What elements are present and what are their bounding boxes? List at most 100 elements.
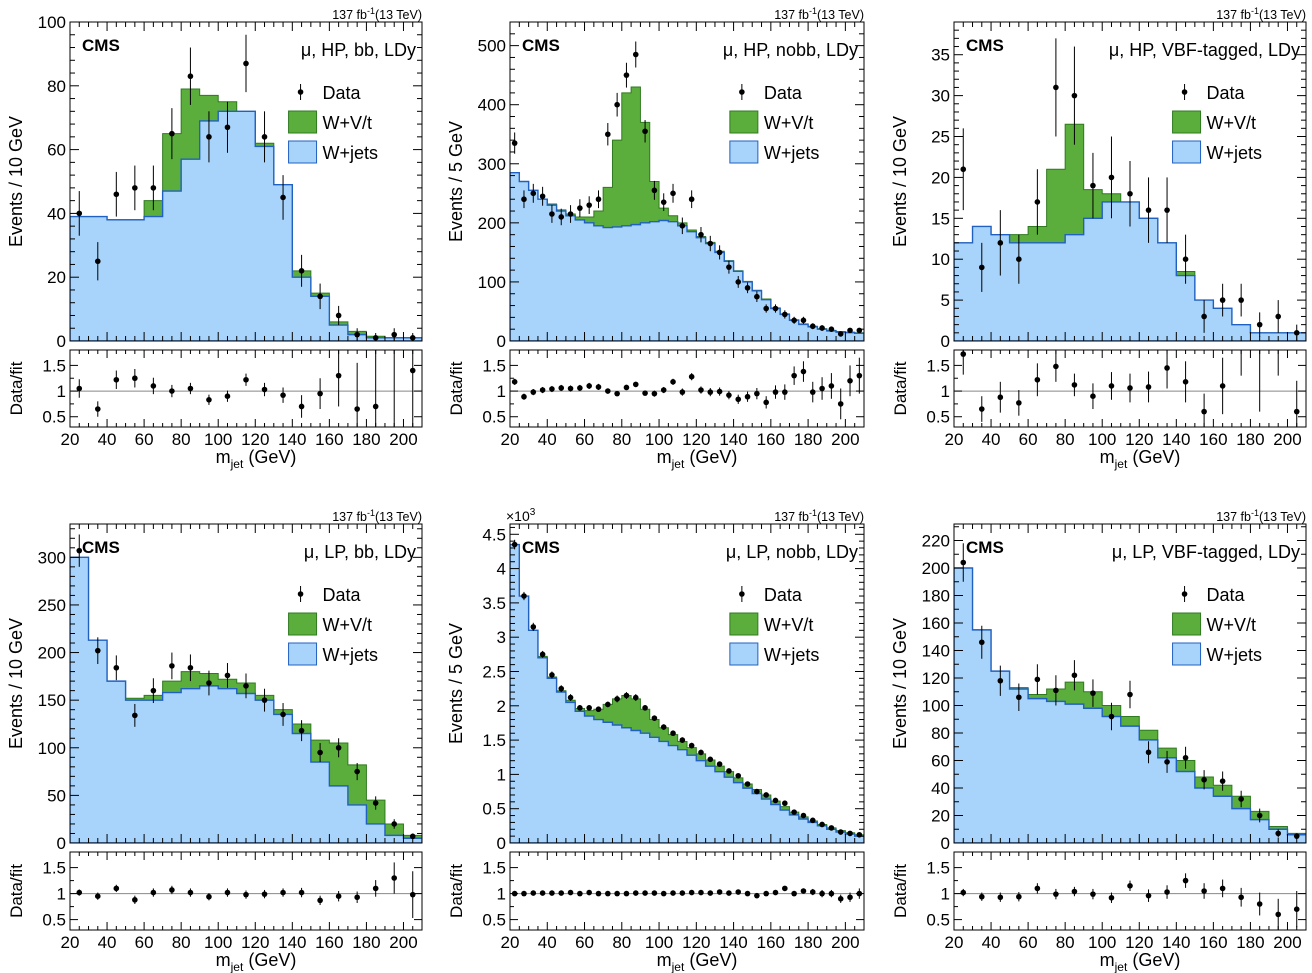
data-point — [511, 140, 518, 146]
x-tick-label: 60 — [575, 430, 594, 449]
ratio-point — [960, 889, 967, 896]
main-plot-area — [510, 539, 864, 843]
x-tick-label: 200 — [831, 933, 859, 952]
ratio-point — [169, 887, 175, 893]
data-point — [660, 724, 667, 730]
legend-wjets-swatch — [1172, 140, 1202, 164]
x-tick-label: 100 — [204, 430, 232, 449]
cms-label: CMS — [966, 538, 1004, 557]
data-point — [549, 672, 555, 678]
data-point — [76, 547, 83, 554]
y-axis-title: Events / 10 GeV — [890, 618, 910, 749]
ratio-y-tick-label: 0.5 — [926, 408, 950, 427]
ratio-point — [632, 381, 639, 388]
data-point — [735, 279, 742, 285]
ratio-point — [1071, 888, 1078, 895]
ratio-point — [856, 372, 863, 379]
legend-wvt-swatch — [1172, 612, 1202, 636]
ratio-point — [1275, 911, 1282, 918]
data-point — [150, 185, 157, 191]
ratio-point — [169, 388, 175, 394]
wjets-stack — [954, 567, 1306, 843]
ratio-y-axis-title: Data/fit — [447, 361, 466, 415]
x-tick-label: 20 — [61, 933, 80, 952]
legend-data-label: Data — [1207, 83, 1246, 103]
y-axis-title: Events / 10 GeV — [6, 618, 26, 749]
ratio-point — [1016, 893, 1022, 900]
ratio-y-tick-label: 0.5 — [482, 911, 506, 930]
ratio-point — [521, 890, 527, 897]
ratio-point — [1219, 383, 1226, 389]
data-point — [113, 664, 120, 671]
data-point — [688, 742, 695, 749]
ratio-point — [960, 351, 967, 357]
ratio-point — [651, 890, 658, 896]
legend-wjets-label: W+jets — [323, 143, 379, 163]
y-tick-label: 0 — [57, 834, 66, 853]
ratio-point — [679, 389, 686, 395]
legend-wvt-swatch — [729, 612, 759, 636]
y-tick-label: 60 — [931, 752, 950, 771]
data-point — [335, 312, 342, 319]
ratio-point — [558, 890, 565, 896]
y-tick-label: 140 — [922, 642, 950, 661]
ratio-y-tick-label: 1.5 — [42, 356, 66, 375]
ratio-point — [651, 390, 658, 397]
y-tick-label: 200 — [38, 644, 66, 663]
cms-label: CMS — [522, 36, 560, 55]
ratio-point — [744, 393, 751, 400]
y-scale-sup: 3 — [530, 507, 536, 518]
data-point — [1034, 676, 1041, 683]
x-tick-label: 40 — [538, 430, 557, 449]
ratio-point — [539, 890, 546, 896]
ratio-point — [754, 390, 760, 397]
data-point — [1071, 672, 1078, 679]
ratio-y-tick-label: 1 — [497, 885, 506, 904]
ratio-point — [726, 392, 732, 398]
data-point — [150, 687, 157, 694]
ratio-point — [623, 890, 630, 897]
x-tick-label: 160 — [1199, 933, 1227, 952]
data-point — [243, 683, 249, 689]
data-point — [1053, 687, 1059, 694]
ratio-point — [605, 890, 611, 897]
ratio-point — [113, 376, 120, 383]
ratio-point — [132, 375, 138, 382]
data-point — [997, 240, 1004, 246]
data-point — [1219, 778, 1226, 784]
data-point — [169, 663, 175, 669]
data-point — [280, 711, 286, 718]
legend-wvt-label: W+V/t — [764, 615, 814, 635]
data-point — [763, 305, 769, 312]
ratio-y-tick-label: 1 — [941, 885, 950, 904]
y-tick-label: 50 — [47, 786, 66, 805]
ratio-point — [1219, 885, 1226, 892]
x-tick-label: 80 — [1056, 933, 1075, 952]
data-point — [243, 60, 249, 67]
ratio-point — [1053, 891, 1059, 897]
data-point — [847, 830, 853, 837]
x-tick-label: 20 — [501, 430, 520, 449]
x-tick-label: 160 — [315, 430, 343, 449]
legend-wvt-swatch — [729, 110, 759, 134]
ratio-point — [539, 387, 546, 393]
data-point — [809, 323, 816, 330]
ratio-point — [113, 885, 120, 892]
x-tick-label: 20 — [945, 430, 964, 449]
ratio-point — [763, 890, 769, 897]
data-point — [1182, 256, 1189, 263]
ratio-point — [298, 403, 305, 410]
y-tick-label: 60 — [47, 141, 66, 160]
channel-label: μ, LP, nobb, LDy — [726, 542, 858, 562]
ratio-point — [1164, 889, 1170, 895]
legend-wjets-label: W+jets — [323, 645, 379, 665]
ratio-point — [1201, 408, 1207, 415]
ratio-point — [735, 396, 742, 403]
x-tick-label: 40 — [538, 933, 557, 952]
y-tick-label: 3 — [497, 628, 506, 647]
legend-wvt-swatch — [1172, 110, 1202, 134]
data-point — [688, 196, 695, 203]
ratio-point — [409, 891, 416, 898]
ratio-y-tick-label: 0.5 — [42, 408, 66, 427]
